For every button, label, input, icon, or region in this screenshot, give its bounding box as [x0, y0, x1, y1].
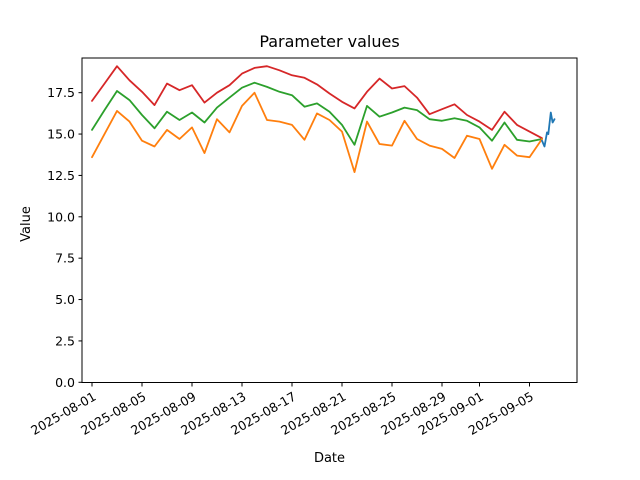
y-tick-label: 15.0 — [47, 127, 75, 142]
y-tick-label: 2.5 — [55, 333, 75, 348]
blue-series-line — [541, 111, 556, 148]
y-axis-title: Value — [19, 206, 34, 242]
red-series-line — [91, 65, 543, 140]
x-axis-ticks: 2025-08-012025-08-052025-08-092025-08-13… — [28, 382, 536, 438]
y-tick-label: 12.5 — [47, 168, 75, 183]
y-tick-label: 10.0 — [47, 209, 75, 224]
plot-area-border — [81, 57, 578, 383]
y-tick-label: 0.0 — [55, 375, 75, 390]
x-axis-title: Date — [314, 451, 345, 466]
y-tick-label: 17.5 — [47, 85, 75, 100]
y-axis-ticks: 0.0 2.5 5.0 7.5 10.0 12.5 15.0 17.5 — [47, 85, 82, 390]
series-lines — [91, 65, 556, 174]
y-tick-label: 5.0 — [55, 292, 75, 307]
chart-title: Parameter values — [259, 32, 399, 51]
orange-series-line — [91, 91, 543, 174]
green-series-line — [91, 81, 543, 146]
y-tick-label: 7.5 — [55, 251, 75, 266]
